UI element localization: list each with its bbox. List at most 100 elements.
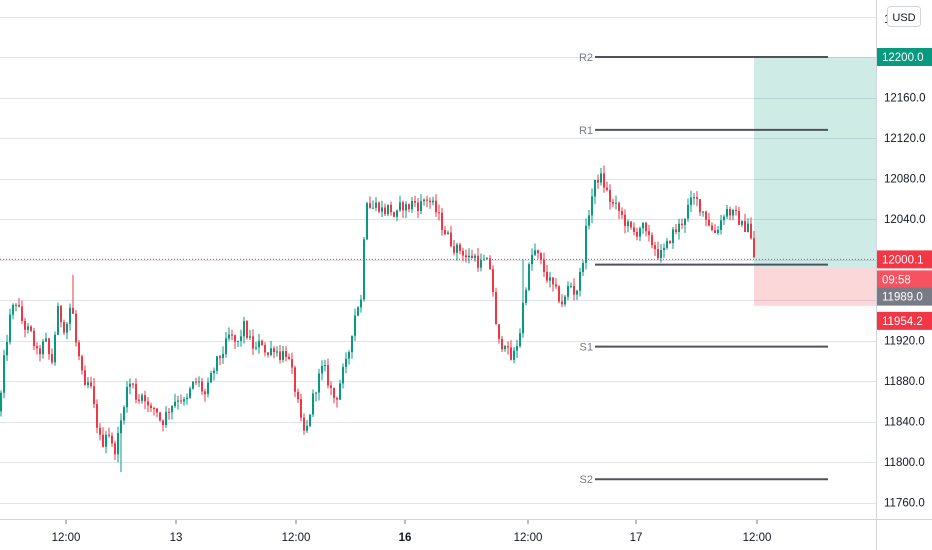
candle-body (39, 348, 41, 355)
candle-body (33, 330, 35, 347)
long-position-tool[interactable] (754, 57, 876, 306)
candle-body (291, 359, 293, 368)
candle-body (12, 304, 14, 315)
candle-body (300, 399, 302, 418)
candle-body (96, 404, 98, 428)
candle-body (642, 222, 644, 229)
candle-body (453, 246, 455, 253)
time-tick-label: 12:00 (282, 532, 311, 544)
candle-body (540, 253, 542, 260)
candle-body (729, 208, 731, 216)
take-profit-badge-bg (877, 48, 932, 66)
candle-body (504, 346, 506, 350)
candle-body (552, 277, 554, 285)
candle-body (147, 401, 149, 406)
candle-body (588, 215, 590, 226)
candle-body (279, 351, 281, 360)
candle-body (267, 352, 269, 355)
candle-body (24, 320, 26, 330)
candle-body (198, 381, 200, 383)
candle-body (393, 212, 395, 217)
candle-body (108, 434, 110, 436)
candle-body (600, 173, 602, 183)
candle-body (606, 187, 608, 190)
candle-body (474, 255, 476, 258)
time-tick-label: 13 (170, 532, 183, 544)
candle-body (621, 211, 623, 215)
candle-body (468, 255, 470, 258)
price-tick-label: 12080.0 (884, 174, 926, 186)
candle-body (144, 395, 146, 402)
candle-body (639, 228, 641, 237)
entry-price-badge: 11989.0 (877, 287, 932, 306)
candle-body (636, 231, 638, 237)
candle-body (609, 189, 611, 202)
candle-body (327, 365, 329, 386)
candle-body (156, 408, 158, 413)
candle-body (753, 238, 755, 258)
entry-price-badge-text: 11989.0 (882, 292, 923, 304)
candle-body (534, 250, 536, 255)
candle-body (3, 355, 5, 393)
last-price-badge-bg (877, 250, 932, 269)
candle-body (321, 366, 323, 374)
candle-body (546, 271, 548, 281)
candle-body (495, 292, 497, 325)
profit-zone (754, 57, 876, 268)
candle-body (516, 346, 518, 351)
candle-body (378, 202, 380, 212)
candle-body (324, 365, 326, 367)
candle-body (342, 366, 344, 384)
candle-body (483, 259, 485, 261)
candle-body (675, 229, 677, 232)
candle-body (264, 345, 266, 353)
pivot-label-r1: R1 (579, 125, 593, 137)
stop-loss-badge-bg (877, 311, 932, 330)
price-axis[interactable]: 11760.0 11800.0 11840.0 11880.0 11920.0 12040… (884, 93, 926, 510)
candle-body (60, 305, 62, 322)
candle-body (432, 200, 434, 203)
candle-body (666, 240, 668, 248)
candle-body (696, 197, 698, 200)
pivot-label-s1: S1 (580, 342, 593, 354)
countdown-badge-text: 09:58 (882, 274, 911, 286)
candle-body (15, 304, 17, 306)
currency-label: USD (892, 12, 915, 24)
candle-body (288, 356, 290, 360)
candle-body (576, 290, 578, 295)
candle-body (210, 372, 212, 383)
candle-body (84, 370, 86, 386)
candle-body (126, 386, 128, 408)
candle-body (381, 207, 383, 212)
candle-body (270, 348, 272, 355)
candle-body (51, 354, 53, 363)
candle-body (30, 326, 32, 331)
candle-body (450, 232, 452, 247)
candle-body (339, 383, 341, 400)
candle-body (174, 401, 176, 407)
candle-body (192, 381, 194, 389)
candle-body (444, 229, 446, 235)
candle-body (42, 341, 44, 355)
candle-body (282, 351, 284, 360)
stop-loss-badge-text: 11954.2 (882, 316, 923, 328)
currency-button[interactable]: USD (887, 6, 921, 27)
candle-body (663, 247, 665, 250)
candle-body (369, 203, 371, 208)
candle-body (399, 202, 401, 211)
candle-body (423, 199, 425, 202)
candle-body (18, 304, 20, 307)
candle-body (387, 204, 389, 215)
candle-body (36, 346, 38, 349)
candle-body (216, 356, 218, 371)
candle-body (528, 264, 530, 290)
candle-body (114, 443, 116, 455)
candle-body (297, 391, 299, 400)
time-axis[interactable]: 12:00 13 12:00 16 12:00 17 12:00 (52, 520, 772, 544)
candle-body (693, 197, 695, 199)
candle-body (222, 353, 224, 359)
candle-body (255, 347, 257, 349)
candle-body (150, 405, 152, 408)
